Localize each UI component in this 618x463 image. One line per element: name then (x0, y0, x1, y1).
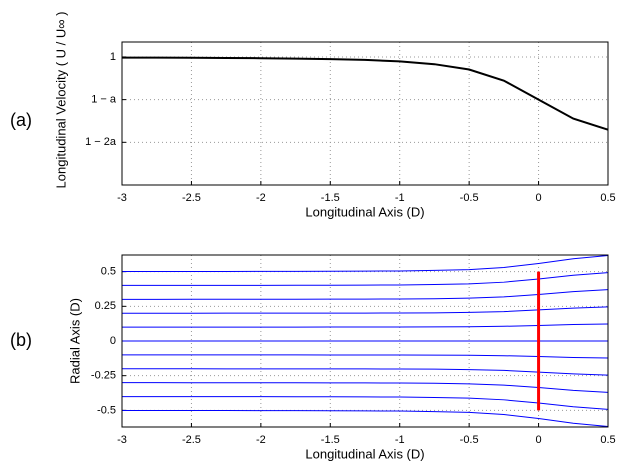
line-series (122, 56, 609, 131)
x-tick-label: -1.5 (321, 192, 340, 204)
y-tick-label: 0.5 (101, 266, 116, 278)
y-tick-label: -0.25 (91, 370, 116, 382)
plot-area (122, 42, 608, 185)
x-tick-label: -1 (395, 192, 405, 204)
x-tick-label: -3 (117, 192, 127, 204)
x-tick-label: -1.5 (321, 434, 340, 446)
axes-frame (121, 41, 609, 186)
y-tick-label: -0.5 (97, 404, 116, 416)
x-tick-label: -3 (117, 434, 127, 446)
line-series (122, 323, 609, 328)
line-series (122, 409, 609, 427)
x-tick-label: 0.5 (600, 434, 615, 446)
line-series (122, 306, 609, 314)
x-tick-label: -1 (395, 434, 405, 446)
line-series (122, 396, 609, 410)
y-axis-title: Radial Axis (D) (67, 298, 82, 384)
x-tick-label: -2 (256, 434, 266, 446)
x-tick-label: -0.5 (460, 192, 479, 204)
line-series (122, 272, 609, 286)
x-tick-label: -2 (256, 192, 266, 204)
y-tick-label: 1 − 2a (85, 136, 117, 148)
x-axis-title: Longitudinal Axis (D) (305, 446, 424, 461)
x-tick-label: -2.5 (182, 192, 201, 204)
y-axis-title: Longitudinal Velocity ( U / U∞ ) (53, 12, 68, 189)
x-tick-label: 0.5 (600, 192, 615, 204)
y-tick-label: 0.25 (95, 300, 116, 312)
y-tick-label: 1 (110, 51, 116, 63)
y-tick-label: 1 − a (91, 94, 117, 106)
line-series (122, 382, 609, 393)
x-tick-label: 0 (536, 192, 542, 204)
x-tick-label: -2.5 (182, 434, 201, 446)
x-axis-title: Longitudinal Axis (D) (305, 204, 424, 219)
x-tick-label: 0 (536, 434, 542, 446)
line-series (122, 289, 609, 300)
line-series (122, 354, 609, 359)
panel-label: (a) (10, 110, 32, 130)
x-tick-label: -0.5 (460, 434, 479, 446)
y-tick-label: 0 (110, 335, 116, 347)
axes-frame (121, 254, 609, 428)
line-series (122, 255, 609, 273)
line-series (122, 368, 609, 376)
panel-label: (b) (10, 330, 32, 350)
